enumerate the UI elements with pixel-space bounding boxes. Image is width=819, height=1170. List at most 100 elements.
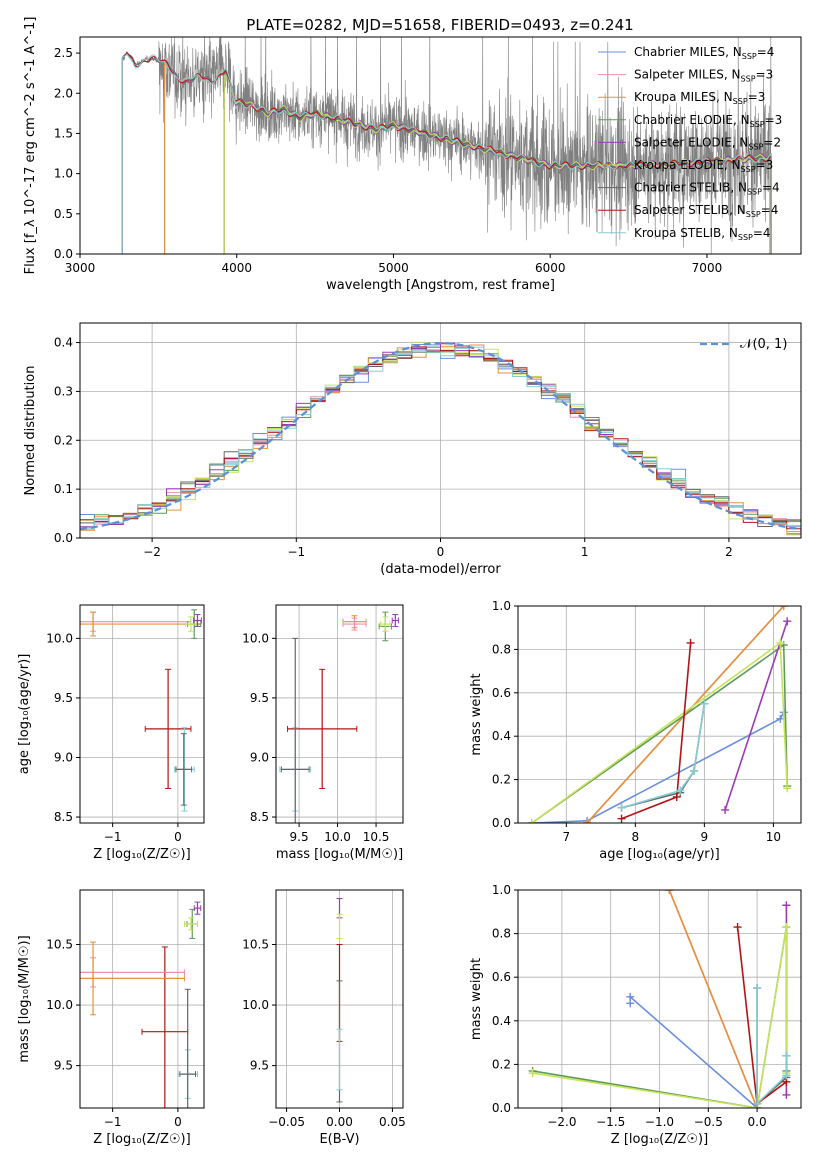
point-salpeter-elodie <box>391 614 399 627</box>
point-kroupa-stelib <box>336 1028 343 1091</box>
weight-marker <box>782 1071 791 1080</box>
legend-sub: SSP <box>742 52 757 61</box>
x-axis-label: (data-model)/error <box>380 562 501 577</box>
y-tick-label: 0.4 <box>492 729 511 743</box>
y-tick-label: 0.0 <box>492 1101 511 1115</box>
point-salpeter-stelib <box>141 946 189 1108</box>
model-chabrier-stelib <box>121 51 772 254</box>
axes-frame <box>517 605 802 824</box>
x-tick-label: 0 <box>437 545 445 559</box>
weight-marker <box>583 819 592 823</box>
weight-marker <box>782 901 791 910</box>
axes-spectrum: 3000 4000 5000 6000 7000 0.0 0.5 1.0 1.5 2.0 2.5 wa… <box>23 17 802 293</box>
weight-marker <box>776 638 785 647</box>
weight-line <box>621 703 706 809</box>
x-tick-label: 9 <box>701 830 709 844</box>
frame-age_vs_mass: 9.5 10.0 10.5 8.5 9.0 9.5 10.0 mass [log₁₀(M/M☉… <box>242 604 404 862</box>
y-tick-label: 0.0 <box>54 247 73 261</box>
figure-title: PLATE=0282, MJD=51658, FIBERID=0493, z=0… <box>246 16 633 34</box>
x-axis-label: age [log₁₀(age/yr)] <box>599 847 720 862</box>
x-tick-label: −1.0 <box>645 1115 674 1129</box>
legend-label-normal: 𝒩(0, 1) <box>740 337 787 352</box>
x-axis-label: wavelength [Angstrom, rest frame] <box>326 278 555 293</box>
legend-label-kroupa-miles: Kroupa MILES, NSSP=3 <box>634 90 765 106</box>
axes-mass_vs_Z: −1 0 9.5 10.0 10.5 Z [log₁₀(Z/Z☉)] mass [log₁₀… <box>17 889 205 1147</box>
frame-mass_vs_Z: −1 0 9.5 10.0 10.5 Z [log₁₀(Z/Z☉)] mass [log₁₀… <box>17 889 205 1147</box>
weight-marker <box>617 814 626 823</box>
x-tick-label: −2.0 <box>547 1115 576 1129</box>
legend-label-kroupa-elodie: Kroupa ELODIE, NSSP=3 <box>634 158 773 174</box>
series-kroupa-stelib <box>617 699 709 812</box>
x-tick-label: 0.00 <box>326 1115 353 1129</box>
x-tick-label: −1 <box>104 1115 122 1129</box>
y-tick-label: 8.5 <box>54 810 73 824</box>
weight-marker <box>676 786 685 795</box>
y-tick-label: 9.5 <box>54 691 73 705</box>
y-axis-label: mass weight <box>469 958 484 1040</box>
plot-area-weight_vs_Z <box>528 890 791 1108</box>
weight-marker <box>617 803 626 812</box>
weight-line <box>724 620 788 811</box>
frame-residuals: −2 −1 0 1 2 0.0 0.1 0.2 0.3 0.4 (data-model)/error… <box>23 322 802 577</box>
point-salpeter-miles <box>80 611 192 632</box>
weight-marker <box>782 1090 791 1099</box>
axes-age_vs_Z: −1 0 8.5 9.0 9.5 10.0 Z [log₁₀(Z/Z☉)] age [log₁… <box>17 604 205 862</box>
y-tick-label: 10.0 <box>242 631 269 645</box>
x-tick-label: 7000 <box>692 261 723 275</box>
series-kroupa-miles <box>665 890 762 1108</box>
x-tick-label: 0.05 <box>379 1115 406 1129</box>
legend-nssp: =4 <box>757 45 775 59</box>
legend-nssp: =4 <box>753 226 771 240</box>
axes-mass_vs_ebv: −0.05 0.00 0.05 9.5 10.0 10.5 E(B-V) <box>242 889 406 1147</box>
y-tick-label: 0.2 <box>54 433 73 447</box>
weight-marker <box>721 805 730 814</box>
y-tick-label: 10.0 <box>46 631 73 645</box>
x-tick-label: 10 <box>766 830 781 844</box>
frame-age_vs_Z: −1 0 8.5 9.0 9.5 10.0 Z [log₁₀(Z/Z☉)] age [log₁… <box>17 604 205 862</box>
point-chabrier-stelib <box>179 988 197 1108</box>
weight-line <box>668 890 758 1108</box>
x-tick-label: 5000 <box>378 261 409 275</box>
y-tick-label: 0.6 <box>492 970 511 984</box>
legend-label-chabrier-elodie: Chabrier ELODIE, NSSP=3 <box>634 113 782 129</box>
y-axis-label: age [log₁₀(age/yr)] <box>17 654 32 775</box>
weight-line <box>532 926 788 1108</box>
legend-label-salpeter-miles: Salpeter MILES, NSSP=3 <box>634 68 773 84</box>
y-tick-label: 10.5 <box>46 938 73 952</box>
series-salpeter-elodie <box>721 617 792 814</box>
x-axis-label: Z [log₁₀(Z/Z☉)] <box>93 847 190 862</box>
y-tick-label: 9.5 <box>54 1059 73 1073</box>
y-tick-label: 0.0 <box>492 816 511 830</box>
x-tick-label: 7 <box>562 830 570 844</box>
legend-sub: SSP <box>738 233 753 242</box>
x-tick-label: 10.0 <box>324 830 351 844</box>
point-kroupa-miles <box>80 611 192 637</box>
legend-sub: SSP <box>733 97 748 106</box>
x-tick-label: 4000 <box>221 261 252 275</box>
point-chabrier-stelib <box>280 637 310 823</box>
y-tick-label: 0.0 <box>54 531 73 545</box>
axes-residuals: −2 −1 0 1 2 0.0 0.1 0.2 0.3 0.4 (data-model)/error… <box>23 322 802 577</box>
plot-area-age_vs_mass <box>279 611 399 823</box>
y-tick-label: 1.0 <box>492 599 511 613</box>
plot-area-weight_vs_age <box>527 606 792 823</box>
weight-marker <box>686 638 695 647</box>
axes-weight_vs_Z: −2.0 −1.5 −1.0 −0.5 0.0 0.0 0.2 0.4 0.6 0.8 1.0 Z [… <box>469 883 802 1147</box>
weight-marker <box>779 606 788 610</box>
y-tick-label: 0.2 <box>492 1057 511 1071</box>
axes-age_vs_mass: 9.5 10.0 10.5 8.5 9.0 9.5 10.0 mass [log₁₀(M/M☉… <box>242 604 404 862</box>
x-tick-label: −0.5 <box>694 1115 723 1129</box>
model-salpeter-elodie <box>223 71 771 254</box>
y-axis-label: mass weight <box>469 673 484 755</box>
point-kroupa-miles <box>80 941 185 1016</box>
point-salpeter-elodie <box>193 614 202 627</box>
y-tick-label: 8.5 <box>250 810 269 824</box>
weight-marker <box>733 923 742 932</box>
y-tick-label: 0.8 <box>492 642 511 656</box>
point-kroupa-elodie <box>183 917 198 931</box>
x-tick-label: 1 <box>581 545 589 559</box>
x-tick-label: 0 <box>174 830 182 844</box>
weight-line <box>756 988 788 1106</box>
weight-line <box>621 703 706 809</box>
y-axis-label: mass [log₁₀(M/M☉)] <box>17 935 32 1062</box>
